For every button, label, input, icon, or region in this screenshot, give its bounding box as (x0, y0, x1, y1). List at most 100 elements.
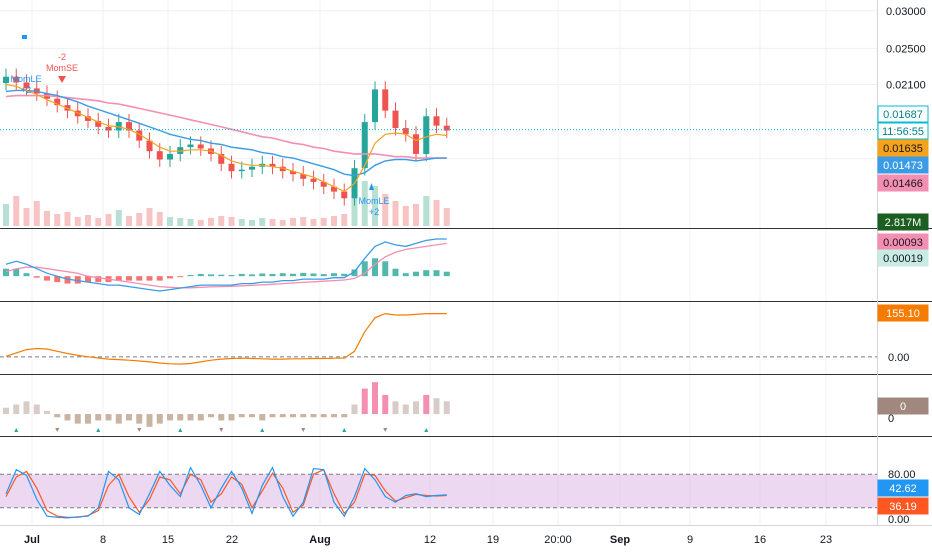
candle-body[interactable] (177, 147, 184, 154)
candle-body[interactable] (269, 163, 276, 167)
candle-body[interactable] (146, 140, 153, 152)
candle-body[interactable] (433, 116, 440, 126)
macd-histogram-bar (290, 273, 296, 277)
oscillator-marker (96, 428, 101, 432)
candle-body[interactable] (197, 144, 204, 149)
candle-body[interactable] (413, 134, 419, 154)
stoch-k-badge: 42.62 (877, 479, 929, 497)
time-axis-label: 8 (100, 534, 106, 546)
candle-body[interactable] (187, 144, 194, 148)
candle-body[interactable] (402, 128, 409, 135)
volume-bar (177, 218, 184, 226)
ma-mid-badge: 0.01473 (877, 156, 929, 174)
ma-fast-badge-bg (877, 139, 929, 157)
candle-body[interactable] (136, 130, 143, 141)
volume-bar (443, 208, 450, 226)
volume-bar (95, 218, 102, 226)
oscillator-bar (413, 401, 419, 415)
macd-histogram-bar (382, 261, 389, 277)
volume-bar (259, 218, 266, 226)
macd-histogram-bar (310, 273, 317, 277)
stoch-k-badge-bg (877, 479, 929, 497)
oscillator-bar (64, 414, 71, 421)
macd-histogram-bar (331, 273, 337, 277)
candle-body[interactable] (13, 76, 20, 83)
macd-histogram-bar (136, 276, 143, 281)
candle-body[interactable] (126, 122, 132, 131)
stoch-axis-label: 80.00 (888, 469, 916, 481)
oscillator-bar (290, 414, 296, 418)
candle-body[interactable] (423, 116, 430, 154)
oscillator-bar (33, 404, 40, 415)
candle-body[interactable] (331, 186, 337, 192)
candle-body[interactable] (361, 122, 368, 169)
short-signal-arrow (58, 76, 66, 83)
oscillator-bar (208, 414, 214, 418)
oscillator-bar (115, 414, 122, 424)
macd-histogram-bar (33, 276, 40, 278)
candle-body[interactable] (54, 98, 61, 106)
candle-body[interactable] (443, 125, 450, 131)
momentum-badge: 155.10 (877, 304, 929, 322)
macd-histogram-bar (197, 273, 204, 277)
volume-badge-bg (877, 213, 929, 231)
volume-bar (351, 196, 358, 226)
candle-body[interactable] (279, 166, 286, 172)
candle-body[interactable] (218, 153, 225, 164)
macd-histogram-bar (85, 276, 91, 283)
candle-body[interactable] (3, 76, 9, 84)
oscillator-bar (136, 414, 143, 424)
volume-bar (402, 206, 409, 226)
countdown-badge: 11:56:55 (877, 122, 929, 140)
candle-body[interactable] (23, 82, 30, 89)
candle-body[interactable] (290, 171, 296, 175)
volume-bar (54, 214, 61, 226)
macd-line (5, 238, 447, 292)
volume-bar (197, 220, 204, 226)
volume-bar (310, 219, 317, 226)
candle-body[interactable] (300, 174, 307, 179)
candle-body[interactable] (238, 169, 245, 172)
candle-body[interactable] (249, 166, 255, 170)
stoch-axis-label: 0.00 (888, 514, 909, 526)
volume-bar (269, 219, 276, 226)
last-price-badge-text: 0.01687 (883, 109, 923, 121)
macd-histogram-bar (3, 268, 9, 277)
oscillator-marker (55, 428, 60, 432)
candle-body[interactable] (228, 163, 235, 172)
candle-body[interactable] (372, 89, 378, 123)
volume-bar (23, 208, 30, 226)
candle-body[interactable] (341, 191, 348, 199)
candle-body[interactable] (392, 110, 399, 129)
time-axis-label: Aug (309, 534, 330, 546)
macd-histogram-bar (115, 276, 122, 281)
candle-body[interactable] (105, 126, 112, 131)
oscillator-bar (146, 414, 153, 427)
macd-histogram-bar (269, 273, 276, 277)
candle-body[interactable] (382, 89, 389, 111)
candle-body[interactable] (95, 120, 102, 127)
volume-bar (228, 217, 235, 226)
oscillator-bar (54, 414, 61, 418)
momentum-line (5, 312, 447, 365)
volume-bar (423, 196, 430, 226)
macd-histogram-bar (126, 276, 132, 281)
oscillator-bar (95, 414, 102, 421)
ma-slow-badge: 0.01466 (877, 174, 929, 192)
stoch-band (0, 474, 877, 508)
candle-body[interactable] (167, 153, 173, 160)
candle-body[interactable] (320, 181, 327, 187)
oscillator-bar (443, 401, 450, 415)
stoch-d-badge: 36.19 (877, 497, 929, 515)
macd-histogram-bar (259, 273, 266, 277)
candle-body[interactable] (156, 151, 163, 160)
volume-bar (13, 196, 20, 226)
candle-body[interactable] (85, 116, 91, 121)
candle-body[interactable] (310, 178, 317, 182)
time-axis-label: 12 (424, 534, 436, 546)
volume-bar (300, 217, 307, 226)
oscillator-bar (167, 414, 173, 421)
volume-bar (238, 219, 245, 226)
